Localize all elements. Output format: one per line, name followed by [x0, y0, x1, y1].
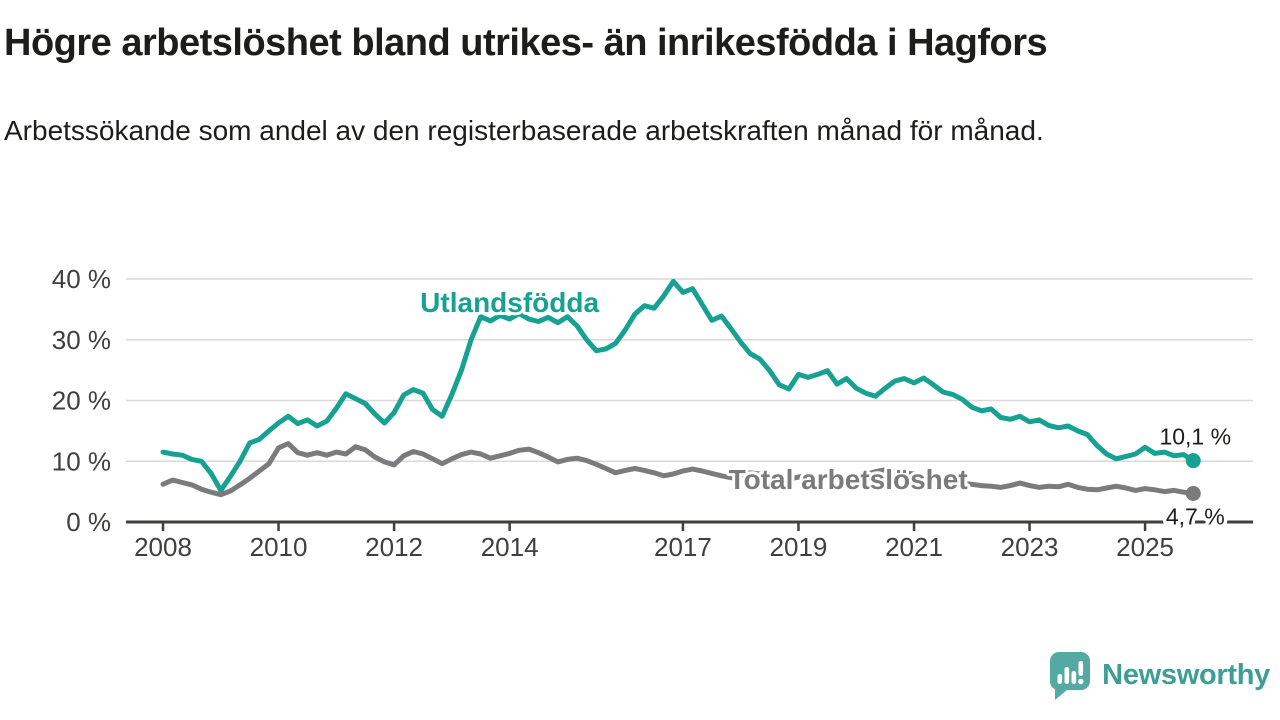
y-axis-label-20: 20 % [52, 386, 111, 416]
x-axis-label-2010: 2010 [250, 532, 308, 562]
end-dot-utlandsfodda [1185, 453, 1201, 469]
x-axis-label-2014: 2014 [481, 532, 539, 562]
y-axis-label-0: 0 % [66, 507, 111, 537]
chart-subtitle: Arbetssökande som andel av den registerb… [4, 115, 1044, 146]
end-dot-total-arbetsloshet [1185, 485, 1201, 501]
x-axis-label-2021: 2021 [885, 532, 943, 562]
x-axis-label-2008: 2008 [134, 532, 192, 562]
x-axis-label-2019: 2019 [770, 532, 828, 562]
unemployment-line-chart: 0 % 10 % 20 % 30 % 40 % 2008 2010 2012 2014 2017 2… [52, 264, 1253, 562]
x-axis-label-2025: 2025 [1116, 532, 1174, 562]
end-value-label-total-arbetsloshet: 4,7 % [1166, 503, 1225, 529]
series-label-total-arbetsloshet: Total arbetslöshet [729, 464, 968, 495]
chart-title: Högre arbetslöshet bland utrikes- än inr… [4, 22, 1048, 64]
y-axis-label-10: 10 % [52, 446, 111, 476]
end-value-label-utlandsfodda: 10,1 % [1159, 424, 1231, 450]
y-axis-label-30: 30 % [52, 325, 111, 355]
x-axis-label-2012: 2012 [365, 532, 423, 562]
x-axis-label-2017: 2017 [654, 532, 712, 562]
series-line-total-arbetsloshet [160, 441, 1196, 498]
newsworthy-branding: Newsworthy [1048, 650, 1270, 700]
newsworthy-logo-text: Newsworthy [1102, 658, 1270, 691]
y-axis-label-40: 40 % [52, 264, 111, 294]
newsworthy-logo-icon [1050, 652, 1091, 700]
x-axis-label-2023: 2023 [1001, 532, 1059, 562]
series-label-utlandsfodda: Utlandsfödda [420, 287, 599, 318]
series-line-utlandsfodda [160, 278, 1196, 493]
